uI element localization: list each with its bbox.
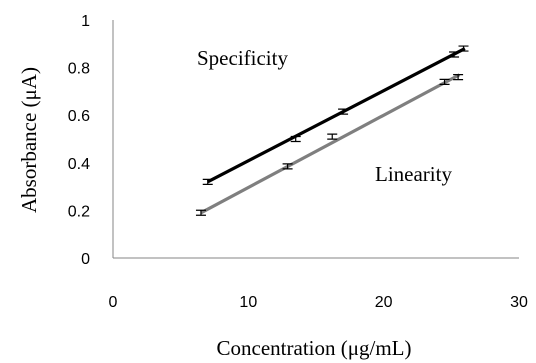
y-tick-label: 0 (81, 251, 90, 268)
series-linearity (195, 73, 464, 216)
y-tick-label: 0.6 (68, 108, 90, 125)
x-tick-label: 0 (109, 294, 118, 311)
annotation-linearity: Linearity (375, 162, 452, 186)
y-tick-label: 1 (81, 13, 90, 30)
data-point (439, 78, 450, 85)
trendline-linearity (200, 73, 461, 215)
data-point (195, 209, 206, 216)
x-axis-ticks: 0 10 20 30 (109, 294, 528, 311)
data-point (202, 178, 213, 185)
data-point (338, 108, 349, 115)
data-point (282, 163, 293, 170)
x-axis-title: Concentration (μg/mL) (217, 336, 412, 360)
data-point (449, 51, 460, 58)
series-layer (195, 45, 469, 216)
y-axis-title: Absorbance (μA) (17, 67, 41, 213)
data-point (453, 74, 464, 81)
x-tick-label: 30 (510, 294, 528, 311)
series-specificity (202, 45, 469, 185)
x-tick-label: 10 (239, 294, 257, 311)
y-tick-label: 0.8 (68, 61, 90, 78)
x-tick-label: 20 (375, 294, 393, 311)
y-axis-ticks: 0 0.2 0.4 0.6 0.8 1 (68, 13, 90, 268)
data-point (458, 45, 469, 52)
data-point (327, 133, 338, 140)
y-tick-label: 0.2 (68, 203, 90, 220)
data-point (290, 135, 301, 143)
trendline-specificity (206, 47, 466, 184)
y-tick-label: 0.4 (68, 156, 90, 173)
annotation-specificity: Specificity (197, 46, 288, 70)
